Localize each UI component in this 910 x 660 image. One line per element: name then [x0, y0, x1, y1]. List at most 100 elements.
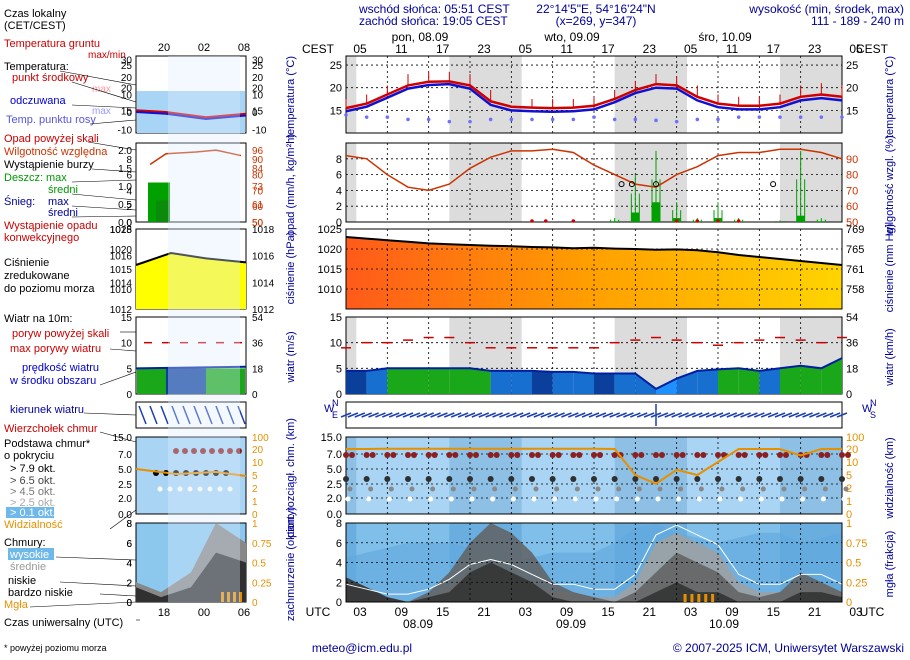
cloud-top-dot — [638, 452, 645, 458]
convective-marker — [695, 219, 700, 223]
legend-cbase-ytick: 5.0 — [118, 465, 132, 476]
cest-hour-tick: 17 — [436, 42, 450, 56]
dew-point-dot — [840, 115, 844, 119]
legend-convective-2: konwekcyjnego — [4, 232, 79, 244]
legend-pressure-line — [135, 251, 247, 266]
wind-dir-arrow — [416, 412, 428, 418]
prec-ytick-left: 2 — [336, 201, 342, 213]
cloud-top-dot — [535, 452, 541, 458]
cloud-base-dot — [673, 476, 680, 482]
legend-snow-mid: średni — [48, 207, 78, 219]
legend-connector — [71, 193, 137, 201]
legend-temp-ytick: -10 — [118, 126, 133, 137]
dew-point-dot — [592, 115, 596, 119]
cloud-base-dot — [802, 486, 808, 492]
legend-temp-ytick: 10 — [121, 91, 133, 102]
legend-pressure-1: Ciśnienie — [4, 257, 49, 269]
utc-hour-tick: 09 — [560, 605, 574, 619]
wind-speed-band — [470, 368, 491, 394]
legend-cbase-ytick-right: 0 — [252, 510, 258, 521]
legend-local-tick-3: 08 — [238, 42, 250, 54]
legend-cover-ytick: 6 — [126, 539, 132, 550]
pres-ytick-left: 1010 — [318, 284, 342, 296]
cest-hour-tick: 11 — [726, 42, 739, 56]
wind-ytick-right: 18 — [846, 363, 858, 375]
wind-dir-arrow — [375, 412, 386, 418]
footnote: * powyżej poziomu morza — [4, 643, 107, 653]
prec-legend-ytick: 4 — [126, 186, 132, 197]
temp-axis-title-right: temperatura (°C) — [884, 56, 896, 138]
legend-cloud-base-dot-white — [197, 486, 203, 492]
cloud-base-dot — [740, 486, 746, 492]
pres-ytick-left: 1020 — [318, 244, 342, 256]
cloud-top-dot — [487, 452, 494, 458]
cloud-base-dot — [715, 476, 721, 482]
legend-pres-ytick-right: 1012 — [252, 305, 275, 316]
grid-point-text: (x=269, y=347) — [556, 14, 637, 28]
cloud-base-dot — [574, 486, 580, 492]
cloud-top-dot — [576, 452, 583, 458]
legend-connector — [71, 205, 137, 211]
cloud-base-dot — [632, 476, 639, 482]
cloud-top-dot — [473, 452, 479, 458]
cloud-base-dot — [822, 486, 828, 492]
wind-dir-arrow — [733, 412, 744, 418]
cloud-base-dot — [450, 486, 456, 492]
legend-humidity: Wilgotność względna — [4, 146, 108, 158]
legend-connector — [59, 581, 137, 587]
cloud-base-dot — [694, 476, 701, 482]
cloud-base-dot — [839, 476, 845, 482]
legend-storm: Wystąpienie burzy — [4, 159, 94, 171]
legend-okt-5: > 0.1 okt. — [10, 507, 56, 519]
temp-legend-ytick: 15 — [121, 106, 133, 117]
cloud-base-dot — [347, 486, 353, 492]
utc-hour-tick: 21 — [477, 605, 491, 619]
legend-wind-dir-arrow — [215, 405, 224, 425]
legend-wind-speed-2: w środku obszaru — [9, 375, 96, 387]
humidity-line — [345, 148, 843, 192]
legend-temp-red-line — [135, 109, 247, 119]
wind-dir-arrow — [692, 412, 703, 418]
cloud-top-dot — [715, 452, 721, 458]
cloud-top-dot — [735, 452, 742, 458]
legend-wind-dir-arrow — [193, 405, 202, 425]
cloud-top-dot — [343, 452, 349, 458]
cloud-top-dot — [762, 452, 769, 458]
legend-connector — [87, 141, 137, 151]
utc-label-right: UTC — [860, 605, 885, 619]
wind-dir-arrow — [382, 412, 393, 418]
cest-hour-tick: 17 — [767, 42, 781, 56]
cloud-base-dot — [843, 486, 849, 492]
cloud-top-dot — [405, 452, 411, 458]
legend-mid-max: max — [92, 84, 111, 95]
legend-cloud-base-dot-white — [177, 486, 183, 492]
legend-connector — [109, 348, 137, 352]
legend-pres-ytick-right: 1016 — [252, 252, 275, 263]
footer-email[interactable]: meteo@icm.edu.pl — [312, 641, 412, 655]
cloud-top-dot — [673, 452, 680, 458]
wind-dir-arrow — [395, 412, 407, 418]
legend-prec-ytick: 1.0 — [118, 182, 132, 193]
legend-connector — [55, 556, 137, 561]
cover-legend-ytick: 2 — [126, 578, 132, 589]
legend-cloud-base-2: o pokryciu — [4, 450, 54, 462]
cloud-base-dot — [678, 486, 684, 492]
precip-axis-title-right: wilgotność wzgl. (%) — [884, 135, 896, 236]
cest-hour-tick: 11 — [560, 42, 573, 56]
cest-hour-tick: 23 — [808, 42, 822, 56]
fog-bar — [697, 594, 701, 602]
dew-point-dot — [426, 117, 431, 122]
temp-night-band — [449, 56, 522, 133]
cloud-top-dot — [431, 452, 438, 458]
cloud-base-dot — [368, 486, 374, 492]
wind-ytick-right: 36 — [846, 338, 858, 350]
storm-marker — [628, 181, 635, 188]
cest-hour-tick: 05 — [353, 42, 367, 56]
cover-ytick-left: 4 — [336, 558, 342, 570]
legend-wind-line — [135, 365, 247, 370]
cloud-base-dot — [409, 486, 415, 492]
cloud-base-dot — [446, 476, 453, 482]
utc-hour-tick: 15 — [767, 605, 781, 619]
cloud-top-dot — [555, 452, 562, 458]
legend-prec-ytick: 0.5 — [118, 200, 132, 211]
